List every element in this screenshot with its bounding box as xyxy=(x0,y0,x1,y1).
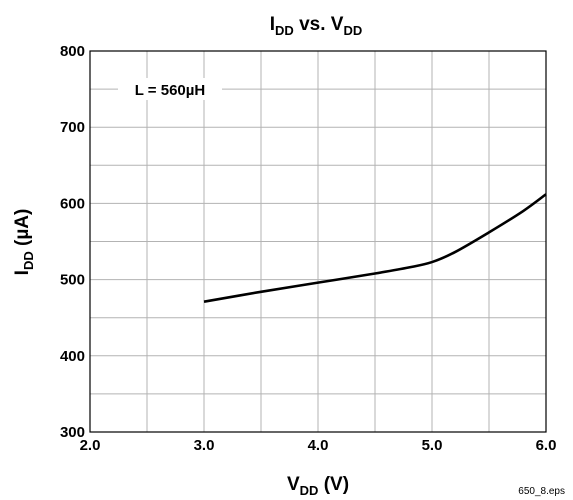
y-tick-label: 600 xyxy=(60,195,85,212)
x-tick-label: 6.0 xyxy=(536,437,557,454)
plot-frame xyxy=(89,50,547,433)
y-tick-label: 800 xyxy=(60,43,85,60)
chart-title: IDD vs. VDD xyxy=(270,14,363,38)
x-tick-label: 2.0 xyxy=(80,437,101,454)
y-tick-label: 400 xyxy=(60,348,85,365)
y-axis-title: IDD (µA) xyxy=(12,209,36,276)
x-tick-label: 4.0 xyxy=(308,437,329,454)
tick-labels: 2.0 3.0 4.0 5.0 6.0 300 400 500 600 700 800 xyxy=(60,43,556,454)
y-tick-label: 300 xyxy=(60,424,85,441)
x-tick-label: 5.0 xyxy=(422,437,443,454)
series-line xyxy=(203,193,547,303)
annotation-box xyxy=(118,78,222,100)
annotation-label: L = 560µH xyxy=(135,82,206,99)
y-tick-label: 500 xyxy=(60,272,85,289)
y-tick-label: 700 xyxy=(60,119,85,136)
x-axis-title: VDD (V) xyxy=(287,474,349,498)
x-tick-label: 3.0 xyxy=(194,437,215,454)
series-group xyxy=(203,193,547,303)
footnote: 650_8.eps xyxy=(518,486,565,497)
grid xyxy=(90,51,546,432)
